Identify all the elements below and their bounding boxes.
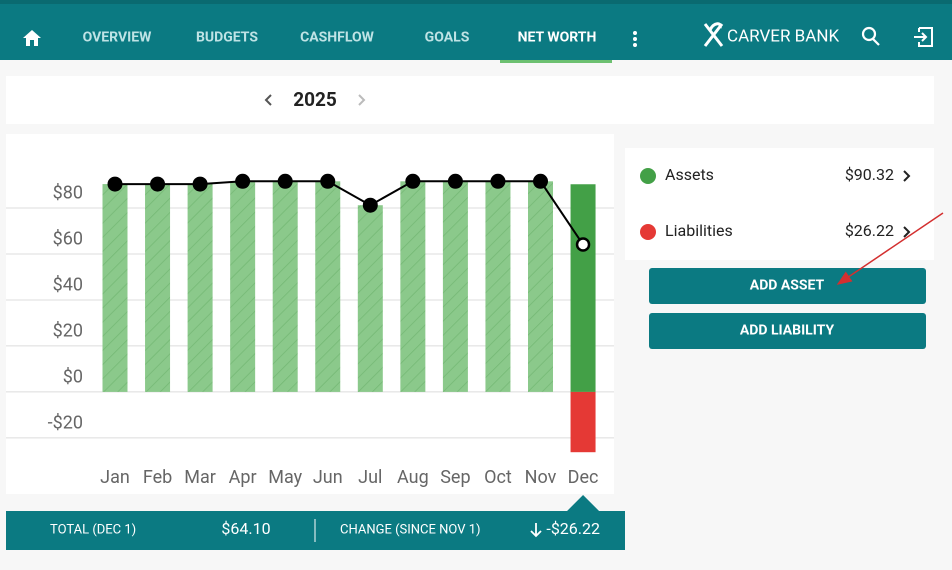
prev-year[interactable] bbox=[264, 94, 272, 106]
bar bbox=[400, 181, 426, 392]
selected-month-notch bbox=[567, 495, 600, 511]
button-label[interactable]: ADD ASSET bbox=[750, 278, 825, 294]
bar bbox=[570, 391, 596, 453]
legend-swatch bbox=[640, 224, 656, 240]
annotation-arrow bbox=[836, 212, 944, 285]
bar bbox=[315, 181, 341, 392]
bar bbox=[187, 184, 213, 392]
net-worth-point bbox=[533, 173, 548, 189]
x-tick-label: May bbox=[268, 467, 302, 488]
net-worth-point bbox=[362, 197, 378, 213]
net-worth-point bbox=[235, 173, 251, 189]
bar bbox=[485, 181, 511, 392]
net-worth-point bbox=[575, 237, 591, 252]
x-tick-label: Apr bbox=[229, 467, 257, 488]
y-tick-label: $40 bbox=[53, 275, 83, 296]
change-value: -$26.22 bbox=[546, 519, 600, 538]
x-tick-label: Jun bbox=[313, 467, 343, 488]
button-label[interactable]: ADD LIABILITY bbox=[740, 323, 835, 339]
bar bbox=[230, 181, 256, 392]
chart-area bbox=[6, 134, 614, 494]
y-tick-label: $80 bbox=[53, 183, 83, 204]
nav-tab[interactable]: CASHFLOW bbox=[300, 30, 375, 46]
net-worth-point bbox=[405, 173, 421, 189]
year: 2025 bbox=[293, 88, 337, 111]
y-tick-label: -$20 bbox=[48, 413, 83, 434]
x-tick-label: Jul bbox=[358, 467, 382, 488]
legend-name[interactable]: Assets bbox=[665, 165, 714, 184]
nav-tab[interactable]: GOALS bbox=[425, 30, 470, 46]
net-worth-point bbox=[447, 173, 463, 189]
legend-value[interactable]: $26.22 bbox=[845, 221, 894, 240]
active-tab-indicator bbox=[500, 60, 612, 63]
bar bbox=[570, 184, 596, 392]
search-icon[interactable] bbox=[861, 26, 880, 46]
x-tick-label: Jan bbox=[100, 467, 130, 488]
bar bbox=[272, 181, 298, 392]
legend-name[interactable]: Liabilities bbox=[665, 221, 733, 240]
y-tick-label: $60 bbox=[53, 229, 83, 250]
net-worth-point bbox=[277, 173, 293, 189]
total-value: $64.10 bbox=[221, 519, 270, 538]
x-tick-label: Aug bbox=[397, 467, 429, 488]
nav-tab[interactable]: BUDGETS bbox=[196, 30, 258, 46]
nav-tab[interactable]: OVERVIEW bbox=[83, 30, 152, 46]
bar bbox=[528, 181, 553, 392]
net-worth-point bbox=[192, 176, 208, 192]
x-tick-label: Nov bbox=[525, 467, 557, 488]
add-asset-button[interactable] bbox=[649, 268, 926, 304]
x-tick-label: Oct bbox=[484, 467, 512, 488]
x-tick-label: Sep bbox=[440, 467, 470, 488]
net-worth-point bbox=[107, 176, 123, 192]
net-worth-point bbox=[320, 173, 336, 189]
bar bbox=[145, 184, 171, 392]
x-tick-label: Mar bbox=[184, 467, 216, 488]
net-worth-point bbox=[150, 176, 166, 192]
legend-swatch bbox=[640, 168, 656, 184]
legend-panel bbox=[625, 148, 934, 260]
chevron[interactable] bbox=[903, 170, 911, 182]
brand-name: CARVER BANK bbox=[727, 26, 839, 46]
x-tick-label: Feb bbox=[143, 467, 172, 488]
more-icon[interactable] bbox=[633, 31, 637, 47]
x-tick-label: Dec bbox=[568, 467, 599, 488]
top-nav bbox=[0, 0, 952, 60]
brand-logo bbox=[703, 22, 724, 47]
logout-icon[interactable] bbox=[914, 27, 933, 47]
nav-tab[interactable]: NET WORTH bbox=[518, 30, 597, 46]
bar bbox=[102, 184, 128, 392]
y-tick-label: $20 bbox=[53, 321, 83, 342]
legend-value[interactable]: $90.32 bbox=[845, 165, 894, 184]
down-arrow bbox=[530, 523, 542, 538]
bar bbox=[357, 205, 383, 392]
chevron[interactable] bbox=[903, 226, 911, 238]
total-label: TOTAL (DEC 1) bbox=[50, 522, 136, 537]
period-bar bbox=[6, 76, 934, 124]
next-year[interactable] bbox=[358, 94, 366, 106]
nav-edge bbox=[0, 0, 952, 4]
home-icon[interactable] bbox=[23, 30, 41, 46]
y-tick-label: $0 bbox=[63, 367, 83, 388]
add-liability-button[interactable] bbox=[649, 313, 926, 349]
net-worth-point bbox=[490, 173, 506, 189]
bar bbox=[442, 181, 468, 392]
change-label: CHANGE (SINCE NOV 1) bbox=[340, 522, 481, 537]
